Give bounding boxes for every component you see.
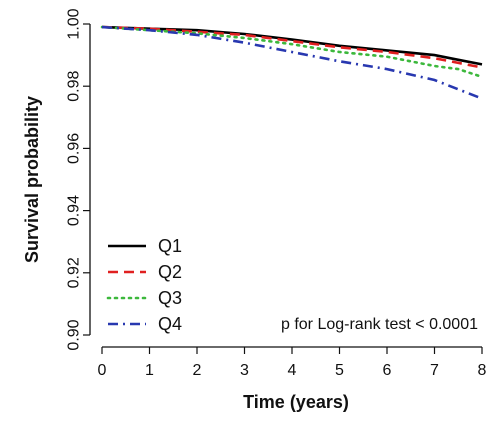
legend-label-q2: Q2: [158, 262, 182, 282]
x-tick-label: 8: [478, 362, 486, 379]
y-tick-label: 0.98: [66, 71, 83, 102]
legend-label-q1: Q1: [158, 236, 182, 256]
x-tick-label: 0: [98, 362, 107, 379]
series-line-q1: [101, 25, 483, 66]
y-axis-title: Survival probability: [22, 96, 42, 263]
legend-label-q4: Q4: [158, 314, 182, 334]
y-tick-label: 0.96: [66, 133, 83, 164]
series-line-q2: [101, 25, 483, 69]
y-tick-label: 0.92: [66, 257, 83, 288]
x-tick-label: 2: [193, 362, 202, 379]
y-tick-label: 0.90: [66, 319, 83, 350]
x-tick-label: 5: [335, 362, 344, 379]
axes-layer: 0 1 2 3 4 5 6 7 8 0.90 0.92 0.94 0.96 0.98 1.00: [66, 8, 486, 379]
x-axis-title: Time (years): [243, 392, 349, 412]
x-tick-label: 6: [383, 362, 392, 379]
x-tick-label: 3: [240, 362, 249, 379]
legend: Q1 Q2 Q3 Q4: [106, 236, 182, 334]
x-tick-label: 7: [430, 362, 439, 379]
series-layer: [100, 25, 484, 100]
series-line-q4: [101, 25, 483, 100]
x-tick-label: 4: [288, 362, 297, 379]
legend-label-q3: Q3: [158, 288, 182, 308]
annotation-text: p for Log-rank test < 0.0001: [281, 316, 478, 333]
y-tick-label: 1.00: [66, 8, 83, 39]
x-tick-label: 1: [145, 362, 154, 379]
y-tick-label: 0.94: [66, 195, 83, 226]
